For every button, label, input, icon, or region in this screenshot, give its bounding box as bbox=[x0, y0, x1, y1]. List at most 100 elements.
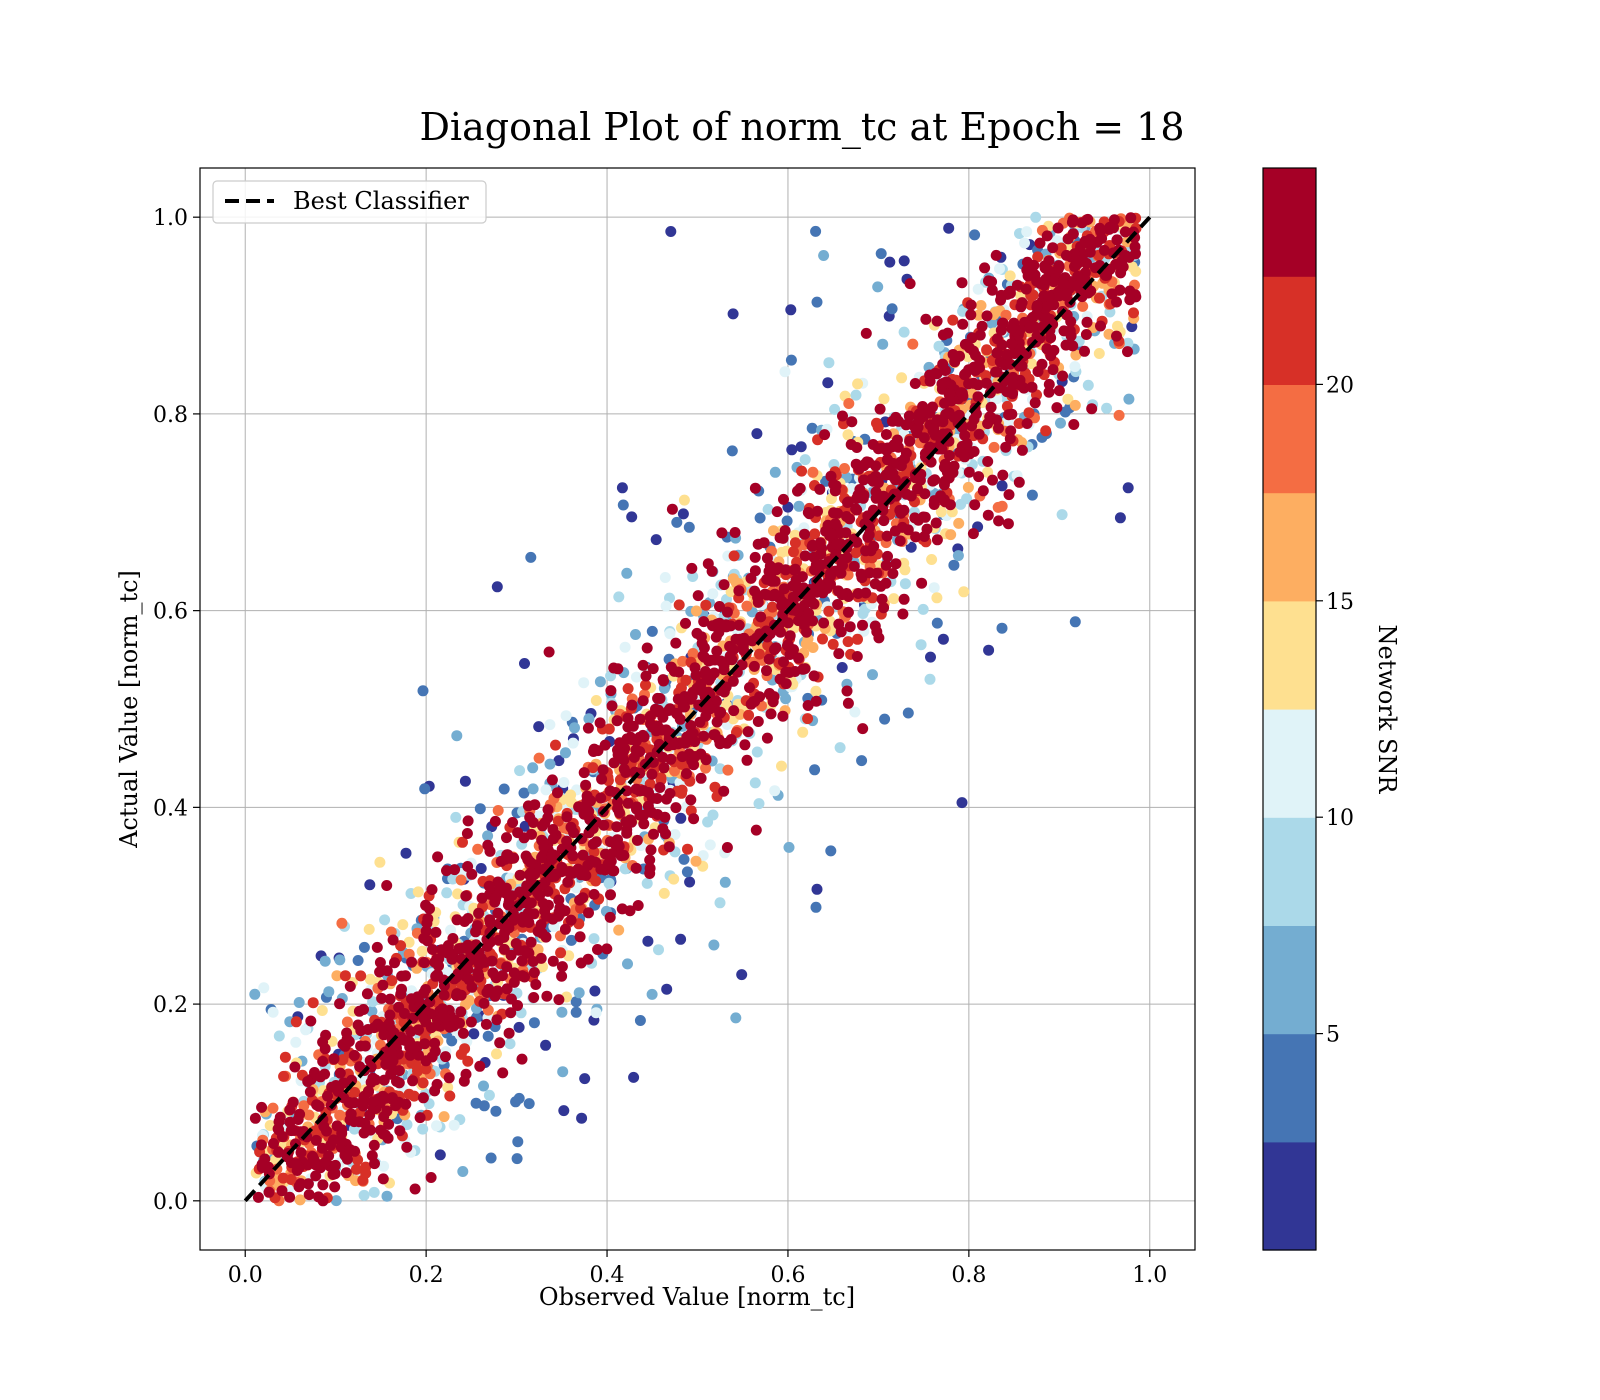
scatter-point bbox=[1004, 433, 1016, 445]
scatter-point bbox=[761, 732, 773, 744]
scatter-point bbox=[273, 1146, 284, 1158]
scatter-point bbox=[736, 969, 748, 981]
scatter-point bbox=[567, 737, 579, 749]
scatter-point bbox=[959, 451, 971, 463]
scatter-point bbox=[710, 695, 722, 707]
scatter-point bbox=[1047, 364, 1059, 376]
scatter-point bbox=[928, 495, 940, 507]
scatter-point bbox=[962, 481, 974, 493]
scatter-point bbox=[366, 1005, 378, 1017]
scatter-point bbox=[969, 229, 981, 241]
scatter-point bbox=[841, 511, 852, 522]
scatter-point bbox=[972, 391, 984, 403]
scatter-point bbox=[857, 619, 868, 631]
scatter-point bbox=[945, 379, 957, 391]
scatter-point bbox=[721, 842, 733, 853]
scatter-point bbox=[875, 248, 887, 260]
scatter-point bbox=[553, 755, 565, 767]
scatter-point bbox=[702, 558, 714, 570]
scatter-point bbox=[749, 585, 761, 597]
scatter-point bbox=[656, 724, 668, 736]
scatter-point bbox=[886, 303, 898, 315]
scatter-point bbox=[707, 588, 719, 600]
scatter-point bbox=[857, 608, 869, 619]
scatter-point bbox=[560, 710, 572, 722]
scatter-point bbox=[353, 1005, 365, 1017]
scatter-point bbox=[909, 512, 921, 524]
scatter-point bbox=[1042, 300, 1054, 312]
scatter-point bbox=[290, 1158, 302, 1170]
scatter-point bbox=[449, 864, 461, 876]
scatter-point bbox=[376, 1021, 388, 1033]
scatter-point bbox=[1122, 337, 1134, 349]
scatter-point bbox=[880, 559, 892, 571]
x-tick-label: 0.4 bbox=[590, 1263, 625, 1288]
scatter-point bbox=[651, 793, 663, 804]
scatter-point bbox=[924, 673, 936, 685]
scatter-point bbox=[580, 779, 592, 791]
scatter-point bbox=[814, 580, 826, 592]
scatter-point bbox=[525, 856, 536, 868]
scatter-point bbox=[809, 764, 821, 776]
scatter-point bbox=[594, 676, 606, 688]
scatter-point bbox=[1104, 221, 1116, 233]
scatter-point bbox=[860, 587, 872, 599]
scatter-point bbox=[831, 539, 843, 550]
scatter-point bbox=[630, 629, 641, 640]
colorbar-frame bbox=[1262, 167, 1317, 1251]
scatter-point bbox=[595, 792, 607, 804]
scatter-point bbox=[770, 642, 782, 654]
scatter-point bbox=[974, 329, 986, 341]
scatter-point bbox=[534, 890, 545, 902]
scatter-point bbox=[850, 503, 862, 515]
scatter-point bbox=[605, 855, 617, 867]
scatter-point bbox=[389, 957, 400, 969]
scatter-point bbox=[310, 1134, 322, 1146]
scatter-point bbox=[1100, 269, 1111, 281]
scatter-point bbox=[678, 853, 690, 865]
scatter-point bbox=[637, 785, 649, 796]
scatter-point bbox=[1071, 280, 1083, 292]
scatter-point bbox=[443, 1072, 455, 1084]
scatter-point bbox=[474, 803, 486, 815]
scatter-point bbox=[876, 593, 888, 605]
scatter-point bbox=[455, 1006, 467, 1018]
scatter-point bbox=[409, 1183, 421, 1195]
scatter-point bbox=[890, 558, 902, 570]
scatter-point bbox=[809, 528, 821, 540]
scatter-point bbox=[491, 1014, 503, 1026]
scatter-point bbox=[419, 783, 431, 795]
scatter-point bbox=[420, 1063, 432, 1075]
scatter-point bbox=[825, 528, 837, 540]
scatter-point bbox=[684, 876, 696, 888]
scatter-point bbox=[480, 1018, 492, 1030]
scatter-point bbox=[1040, 425, 1052, 437]
scatter-point bbox=[1126, 261, 1138, 273]
scatter-point bbox=[725, 620, 737, 632]
scatter-point bbox=[530, 979, 542, 990]
scatter-point bbox=[991, 382, 1003, 394]
scatter-point bbox=[329, 1168, 341, 1180]
scatter-point bbox=[295, 1147, 307, 1159]
scatter-point bbox=[887, 568, 899, 579]
scatter-point bbox=[621, 733, 633, 745]
scatter-point bbox=[316, 1142, 328, 1154]
scatter-point bbox=[561, 835, 573, 847]
scatter-point bbox=[532, 925, 544, 937]
scatter-point bbox=[767, 696, 779, 708]
scatter-point bbox=[621, 567, 633, 579]
scatter-point bbox=[564, 866, 576, 877]
scatter-point bbox=[393, 1077, 405, 1089]
x-tick-label: 1.0 bbox=[1132, 1263, 1167, 1288]
scatter-point bbox=[541, 990, 553, 1002]
scatter-point bbox=[700, 754, 712, 766]
scatter-point bbox=[311, 1099, 323, 1111]
scatter-point bbox=[523, 1098, 535, 1110]
scatter-point bbox=[751, 428, 763, 440]
scatter-point bbox=[419, 1038, 431, 1050]
scatter-point bbox=[1016, 297, 1028, 309]
scatter-point bbox=[596, 773, 608, 785]
scatter-point bbox=[871, 417, 882, 429]
scatter-point bbox=[669, 829, 681, 840]
scatter-point bbox=[429, 1085, 441, 1097]
